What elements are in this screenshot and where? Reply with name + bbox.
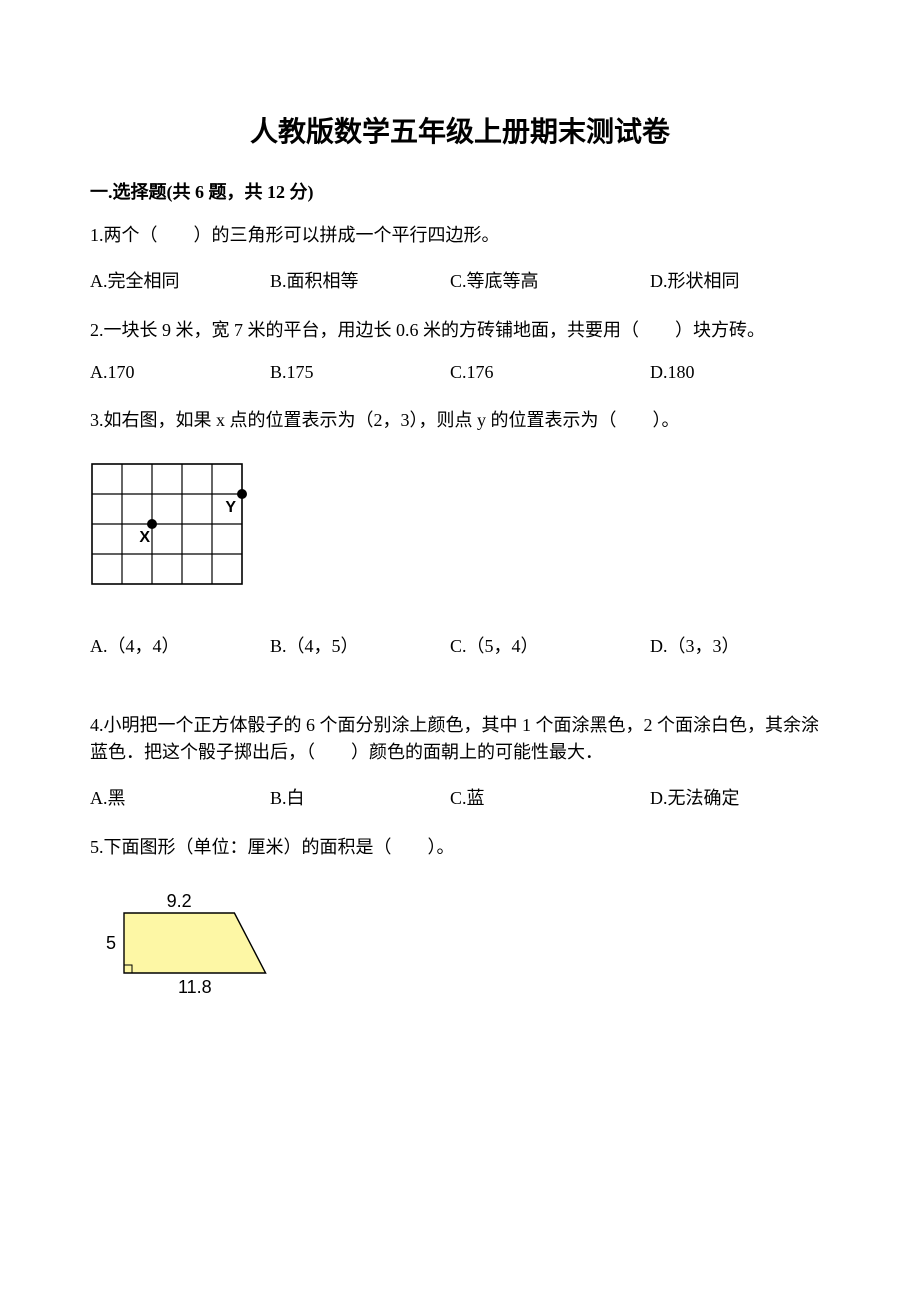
q2-option-d: D.180: [650, 362, 695, 383]
question-5-text: 5.下面图形（单位：厘米）的面积是（ ）。: [90, 834, 830, 861]
question-3-text: 3.如右图，如果 x 点的位置表示为（2，3），则点 y 的位置表示为（ ）。: [90, 407, 830, 434]
q2-option-a: A.170: [90, 362, 270, 383]
page-title: 人教版数学五年级上册期末测试卷: [90, 110, 830, 150]
q3-option-c: C.（5，4）: [450, 632, 650, 658]
trapezoid-diagram: 9.2 5 11.8: [90, 889, 272, 999]
question-4-text: 4.小明把一个正方体骰子的 6 个面分别涂上颜色，其中 1 个面涂黑色，2 个面…: [90, 712, 830, 766]
q4-option-d: D.无法确定: [650, 784, 740, 810]
q4-option-a: A.黑: [90, 784, 270, 810]
question-3-figure: XY: [90, 462, 830, 590]
q1-option-c: C.等底等高: [450, 267, 650, 293]
section-one-header: 一.选择题(共 6 题，共 12 分): [90, 178, 830, 204]
svg-text:X: X: [139, 529, 150, 546]
q1-option-a: A.完全相同: [90, 267, 270, 293]
q3-option-d: D.（3，3）: [650, 632, 740, 658]
q3-option-a: A.（4，4）: [90, 632, 270, 658]
question-2-options: A.170 B.175 C.176 D.180: [90, 362, 830, 383]
question-5-figure: 9.2 5 11.8: [90, 889, 830, 999]
grid-diagram: XY: [90, 462, 250, 590]
q3-option-b: B.（4，5）: [270, 632, 450, 658]
q1-option-b: B.面积相等: [270, 267, 450, 293]
q4-option-c: C.蓝: [450, 784, 650, 810]
q4-option-b: B.白: [270, 784, 450, 810]
q2-option-c: C.176: [450, 362, 650, 383]
question-1-options: A.完全相同 B.面积相等 C.等底等高 D.形状相同: [90, 267, 830, 293]
question-2-text: 2.一块长 9 米，宽 7 米的平台，用边长 0.6 米的方砖铺地面，共要用（ …: [90, 317, 830, 344]
question-4-options: A.黑 B.白 C.蓝 D.无法确定: [90, 784, 830, 810]
question-1-text: 1.两个（ ）的三角形可以拼成一个平行四边形。: [90, 222, 830, 249]
question-3-options: A.（4，4） B.（4，5） C.（5，4） D.（3，3）: [90, 632, 830, 658]
q1-option-d: D.形状相同: [650, 267, 740, 293]
q2-option-b: B.175: [270, 362, 450, 383]
svg-text:Y: Y: [225, 499, 236, 516]
svg-text:5: 5: [106, 933, 116, 953]
svg-text:9.2: 9.2: [167, 891, 192, 911]
svg-text:11.8: 11.8: [178, 977, 212, 997]
